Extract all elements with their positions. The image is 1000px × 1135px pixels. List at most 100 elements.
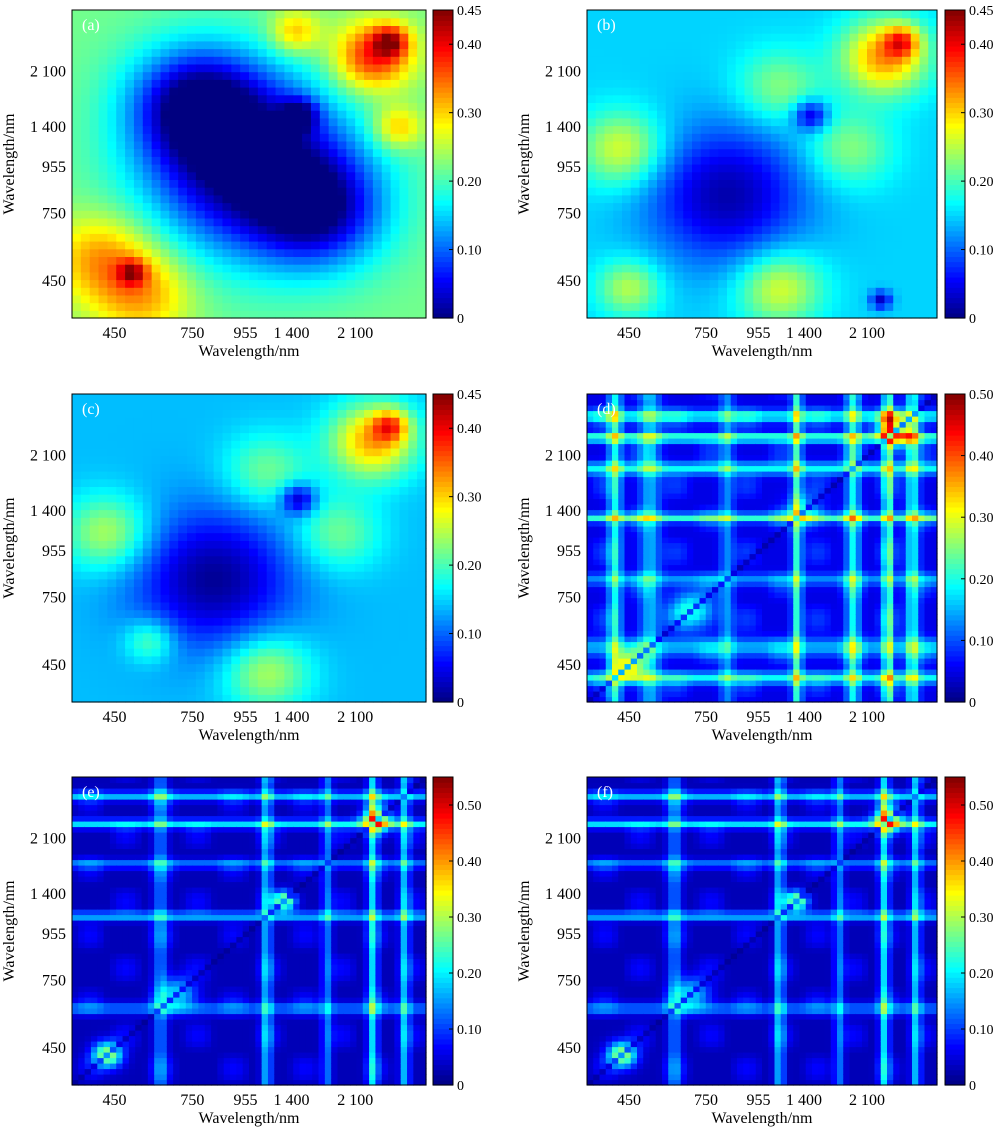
heatmap-cell — [391, 617, 400, 625]
heatmap-cell — [692, 110, 701, 118]
heatmap-cell — [152, 133, 161, 141]
heatmap-cell — [727, 203, 736, 211]
heatmap-cell — [116, 571, 125, 579]
heatmap-cell — [666, 164, 675, 172]
heatmap-cell — [587, 102, 596, 110]
heatmap-cell — [364, 625, 373, 633]
heatmap-cell — [391, 287, 400, 295]
heatmap-cell — [815, 210, 824, 218]
heatmap-cell — [382, 72, 391, 80]
heatmap-cell — [267, 172, 276, 180]
heatmap-cell — [276, 556, 285, 564]
heatmap-cell — [823, 156, 832, 164]
heatmap-cell — [81, 95, 90, 103]
heatmap-cell — [267, 226, 276, 234]
heatmap-cell — [125, 110, 134, 118]
heatmap-cell — [373, 656, 382, 664]
heatmap-cell — [302, 548, 311, 556]
heatmap-cell — [169, 640, 178, 648]
heatmap-cell — [90, 133, 99, 141]
heatmap-cell — [107, 210, 116, 218]
heatmap-cell — [338, 463, 347, 471]
heatmap-cell — [364, 172, 373, 180]
heatmap-cell — [178, 272, 187, 280]
heatmap-cell — [205, 164, 214, 172]
heatmap-cell — [293, 149, 302, 157]
heatmap-cell — [391, 187, 400, 195]
heatmap-cell — [346, 656, 355, 664]
heatmap-cell — [920, 172, 929, 180]
heatmap-cell — [596, 133, 605, 141]
heatmap-cell — [90, 633, 99, 641]
heatmap-cell — [391, 625, 400, 633]
heatmap-cell — [692, 303, 701, 311]
heatmap-cell — [399, 287, 408, 295]
heatmap-cell — [762, 164, 771, 172]
heatmap-cell — [152, 164, 161, 172]
heatmap-cell — [631, 95, 640, 103]
heatmap-cell — [231, 610, 240, 618]
heatmap-cell — [657, 295, 666, 303]
heatmap-cell — [780, 64, 789, 72]
heatmap-cell — [205, 110, 214, 118]
heatmap-cell — [399, 656, 408, 664]
heatmap-cell — [797, 203, 806, 211]
heatmap-cell — [222, 510, 231, 518]
heatmap-cell — [125, 625, 134, 633]
heatmap-cell — [284, 425, 293, 433]
heatmap-cell — [187, 172, 196, 180]
heatmap-cell — [631, 56, 640, 64]
heatmap-cell — [408, 479, 417, 487]
heatmap-cell — [320, 533, 329, 541]
heatmap-cell — [107, 41, 116, 49]
heatmap-cell — [196, 126, 205, 134]
heatmap-cell — [214, 256, 223, 264]
heatmap-cell — [622, 164, 631, 172]
heatmap-cell — [587, 179, 596, 187]
heatmap-cell — [841, 49, 850, 57]
heatmap-cell — [893, 41, 902, 49]
heatmap-cell — [311, 280, 320, 288]
heatmap-cell — [832, 303, 841, 311]
x-tick-label: 2 100 — [849, 325, 885, 342]
heatmap-cell — [267, 409, 276, 417]
heatmap-cell — [311, 49, 320, 57]
heatmap-cell — [408, 571, 417, 579]
heatmap-cell — [408, 594, 417, 602]
heatmap-cell — [107, 179, 116, 187]
heatmap-cell — [258, 494, 267, 502]
heatmap-cell — [911, 210, 920, 218]
heatmap-cell — [417, 625, 426, 633]
heatmap-cell — [815, 287, 824, 295]
heatmap-cell — [920, 156, 929, 164]
heatmap-cell — [727, 64, 736, 72]
heatmap-cell — [727, 118, 736, 126]
heatmap-cell — [346, 479, 355, 487]
heatmap-cell — [284, 679, 293, 687]
heatmap-cell — [240, 95, 249, 103]
heatmap-cell — [258, 563, 267, 571]
heatmap-cell — [178, 102, 187, 110]
heatmap-cell — [90, 617, 99, 625]
heatmap-cell — [222, 64, 231, 72]
heatmap-cell — [780, 195, 789, 203]
heatmap-cell — [745, 241, 754, 249]
heatmap-cell — [657, 210, 666, 218]
heatmap-cell — [90, 640, 99, 648]
heatmap-cell — [338, 287, 347, 295]
heatmap-cell — [81, 272, 90, 280]
heatmap-cell — [240, 249, 249, 257]
heatmap-cell — [302, 33, 311, 41]
heatmap-cell — [178, 533, 187, 541]
heatmap-cell — [249, 486, 258, 494]
heatmap-cell — [373, 218, 382, 226]
heatmap-cell — [196, 102, 205, 110]
heatmap-cell — [143, 264, 152, 272]
heatmap-cell — [161, 694, 170, 702]
heatmap-cell — [605, 56, 614, 64]
heatmap-cell — [417, 218, 426, 226]
heatmap-cell — [701, 287, 710, 295]
heatmap-cell — [613, 233, 622, 241]
heatmap-cell — [911, 149, 920, 157]
heatmap-cell — [710, 172, 719, 180]
